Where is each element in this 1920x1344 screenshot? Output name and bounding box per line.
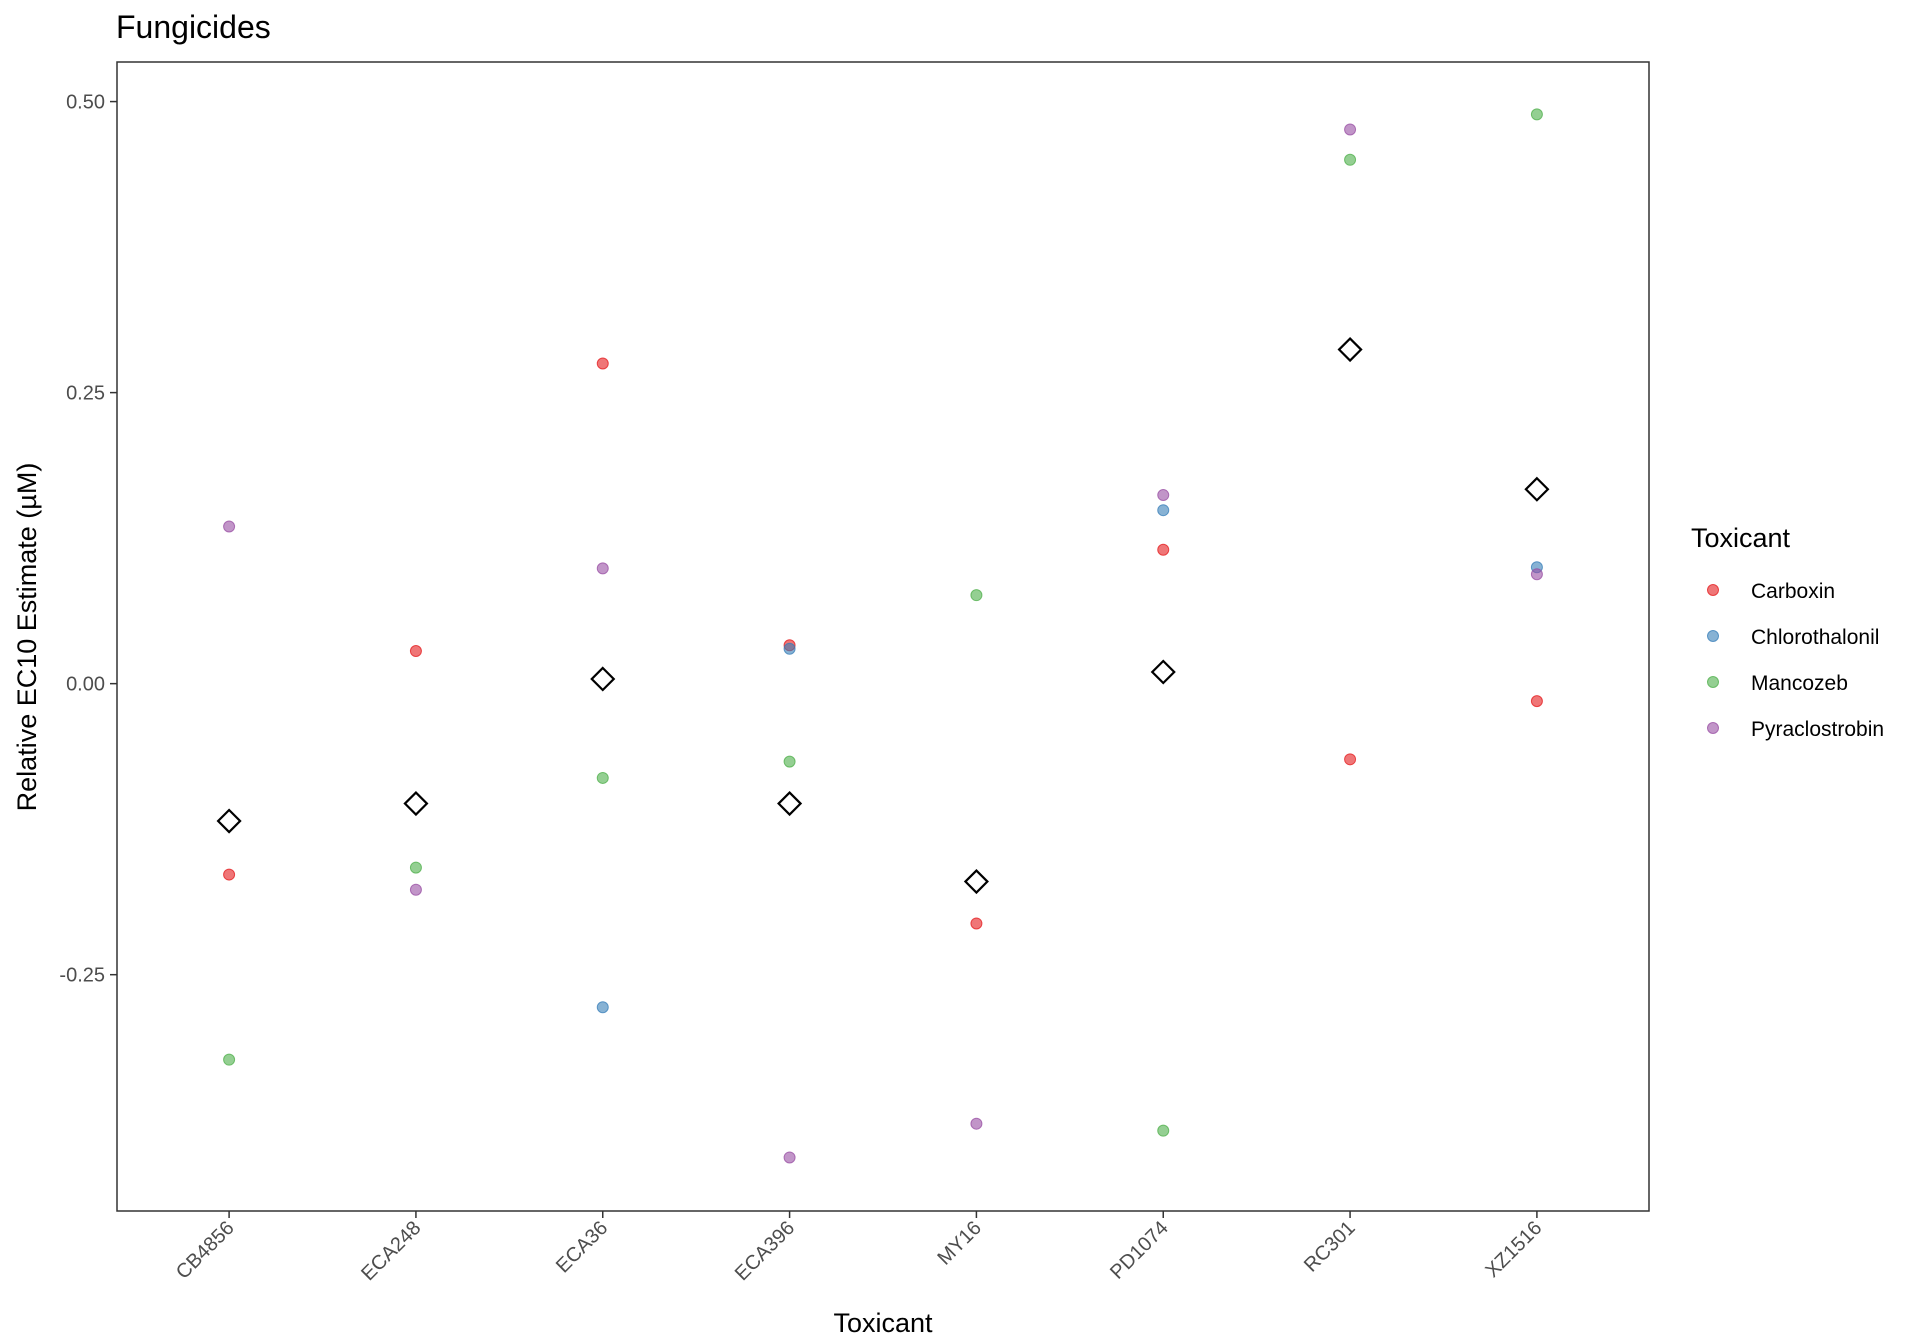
mean-marker xyxy=(403,790,429,817)
x-tick-label: ECA36 xyxy=(552,1217,612,1277)
x-axis: CB4856 ECA248 ECA36 ECA396 MY16 PD1074 RC301 XZ… xyxy=(172,1211,1546,1285)
y-axis: -0.25 0.00 0.25 0.50 xyxy=(59,92,117,987)
data-point xyxy=(970,917,983,930)
data-point xyxy=(409,883,422,896)
data-point xyxy=(409,861,422,874)
y-tick-label: 0.25 xyxy=(66,383,105,405)
legend-key xyxy=(1707,630,1719,642)
data-point xyxy=(783,1151,796,1164)
x-tick-label: ECA396 xyxy=(731,1217,799,1285)
y-axis-title: Relative EC10 Estimate (µM) xyxy=(12,463,42,812)
data-point xyxy=(409,645,422,658)
data-point xyxy=(1530,695,1543,708)
x-tick-label: ECA248 xyxy=(357,1217,425,1285)
data-point xyxy=(1157,1124,1170,1137)
data-point xyxy=(596,1001,609,1014)
data-point xyxy=(223,1053,236,1066)
data-point xyxy=(1530,108,1543,121)
data-point xyxy=(783,755,796,768)
data-point xyxy=(1344,123,1357,136)
legend: Toxicant Carboxin Chlorothalonil Mancozeb P… xyxy=(1691,523,1884,741)
legend-label: Mancozeb xyxy=(1751,672,1848,695)
data-point xyxy=(223,520,236,533)
mean-marker xyxy=(963,868,989,895)
data-point xyxy=(970,1117,983,1130)
data-point xyxy=(223,868,236,881)
data-point xyxy=(1344,753,1357,766)
mean-markers xyxy=(216,336,1550,895)
data-point xyxy=(596,771,609,784)
data-point xyxy=(1157,543,1170,556)
mean-marker xyxy=(1150,659,1176,685)
legend-key xyxy=(1707,676,1719,688)
x-tick-label: CB4856 xyxy=(172,1217,239,1284)
legend-label: Pyraclostrobin xyxy=(1751,718,1884,741)
data-point xyxy=(596,562,609,575)
data-point xyxy=(1157,504,1170,517)
legend-key xyxy=(1707,722,1719,734)
x-tick-label: PD1074 xyxy=(1106,1217,1173,1284)
data-point xyxy=(596,357,609,370)
data-point xyxy=(1530,568,1543,581)
legend-label: Carboxin xyxy=(1751,580,1835,603)
data-points xyxy=(223,108,1543,1164)
y-tick-label: -0.25 xyxy=(59,965,105,987)
legend-key xyxy=(1707,584,1719,596)
x-tick-label: RC301 xyxy=(1300,1217,1360,1277)
x-axis-title: Toxicant xyxy=(833,1308,933,1338)
legend-title: Toxicant xyxy=(1691,523,1791,553)
mean-marker xyxy=(1337,336,1363,363)
x-tick-label: XZ1516 xyxy=(1481,1217,1546,1282)
y-tick-label: 0.00 xyxy=(66,674,105,696)
legend-label: Chlorothalonil xyxy=(1751,626,1879,649)
mean-marker xyxy=(777,790,803,817)
plot-panel xyxy=(116,61,1650,1212)
data-point xyxy=(1157,489,1170,502)
x-tick-label: MY16 xyxy=(933,1217,986,1270)
data-point xyxy=(1344,153,1357,166)
data-point xyxy=(783,642,796,655)
data-point xyxy=(970,589,983,602)
y-tick-label: 0.50 xyxy=(66,92,105,114)
chart-title: Fungicides xyxy=(116,9,271,45)
mean-marker xyxy=(216,808,242,834)
mean-marker xyxy=(590,666,616,692)
mean-marker xyxy=(1524,476,1550,502)
